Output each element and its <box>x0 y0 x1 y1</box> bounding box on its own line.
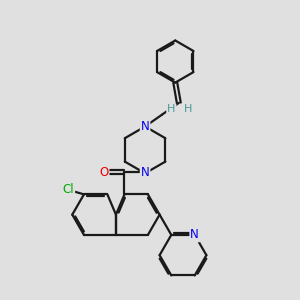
Text: N: N <box>141 120 149 133</box>
Text: H: H <box>167 104 176 115</box>
Text: H: H <box>184 104 193 115</box>
Text: O: O <box>99 166 109 178</box>
Text: Cl: Cl <box>63 183 74 196</box>
Text: N: N <box>190 228 199 242</box>
Text: N: N <box>141 166 149 178</box>
